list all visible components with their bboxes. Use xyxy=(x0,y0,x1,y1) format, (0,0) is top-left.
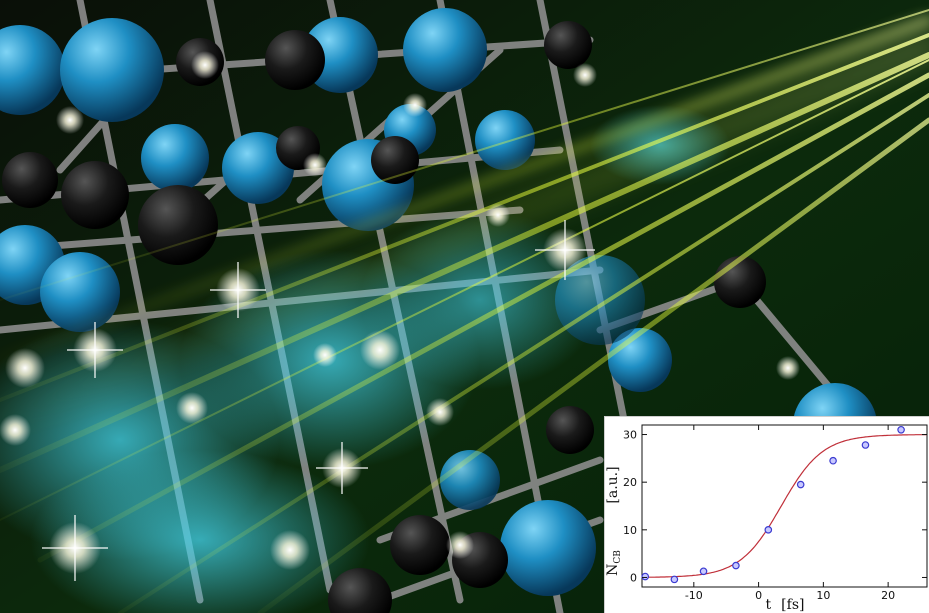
data-point xyxy=(897,425,905,434)
data-point xyxy=(699,567,708,576)
x-tick-label: 20 xyxy=(881,589,895,602)
svg-text:NCB: NCB xyxy=(605,550,623,576)
laser-beams xyxy=(0,9,929,613)
x-axis-label: t [fs] xyxy=(766,597,805,613)
y-axis-subscript: CB xyxy=(613,550,623,564)
sigmoid-fit-line xyxy=(642,434,927,578)
plot-border xyxy=(641,424,928,588)
data-point xyxy=(732,561,740,570)
sparkle-flashes xyxy=(0,51,800,581)
x-tick-label: 10 xyxy=(816,589,830,602)
y-axis-unit: [a.u.] xyxy=(605,466,621,503)
inset-plot-panel: -10 0 10 20 0 10 20 30 t [fs] [a.u.] NCB xyxy=(604,416,929,613)
svg-text:[a.u.]: [a.u.] xyxy=(605,466,621,503)
y-tick-label: 0 xyxy=(630,571,637,584)
y-axis-symbol: N xyxy=(605,564,621,576)
data-points xyxy=(641,425,905,584)
fit-curve xyxy=(642,434,927,578)
data-point xyxy=(764,526,773,534)
y-tick-label: 20 xyxy=(623,476,637,489)
data-point xyxy=(670,575,679,584)
y-tick-label: 30 xyxy=(623,429,637,442)
plot-frame xyxy=(641,424,928,588)
y-axis-label: [a.u.] NCB xyxy=(605,466,623,575)
axis-ticks: -10 0 10 20 0 10 20 30 xyxy=(623,425,927,602)
conduction-band-population-chart: -10 0 10 20 0 10 20 30 t [fs] [a.u.] NCB xyxy=(605,424,928,613)
data-point xyxy=(796,480,805,489)
data-point xyxy=(641,572,650,581)
x-tick-label: 0 xyxy=(755,589,762,602)
data-point xyxy=(829,456,837,465)
y-tick-label: 10 xyxy=(623,524,637,537)
x-tick-label: -10 xyxy=(685,589,703,602)
data-point xyxy=(861,441,870,449)
